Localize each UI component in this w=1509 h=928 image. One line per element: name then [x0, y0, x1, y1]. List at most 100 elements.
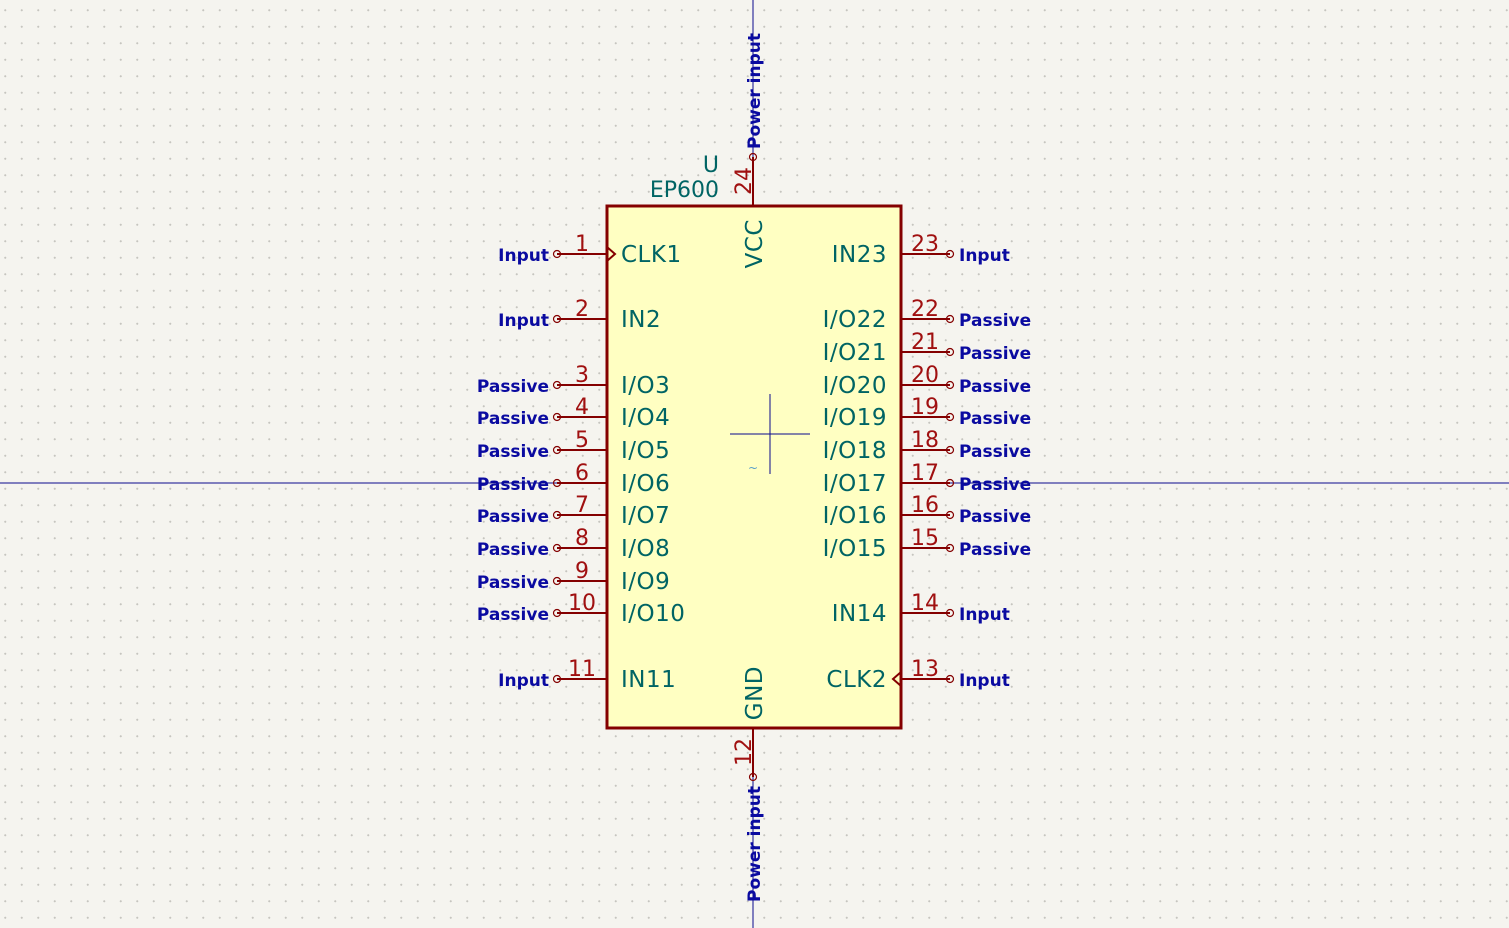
pin-name: I/O15	[823, 536, 887, 562]
pin-name: I/O18	[823, 438, 887, 464]
pin-number: 3	[575, 363, 589, 388]
pin-electrical-type: Input	[959, 246, 1010, 266]
pin-6[interactable]: 6 I/O6 Passive	[477, 461, 670, 497]
pin-number: 17	[911, 461, 939, 486]
pin-name: IN11	[621, 667, 676, 693]
pin-electrical-type: Input	[498, 311, 549, 331]
pin-number: 21	[911, 330, 939, 355]
pin-name: GND	[742, 666, 768, 720]
pin-21[interactable]: 21 I/O21 Passive	[823, 330, 1032, 366]
pin-number: 6	[575, 461, 589, 486]
pin-number: 11	[568, 657, 596, 682]
pin-name: I/O5	[621, 438, 670, 464]
pin-name: IN14	[832, 601, 887, 627]
pin-electrical-type: Passive	[477, 540, 549, 560]
pin-22[interactable]: 22 I/O22 Passive	[823, 297, 1032, 333]
pin-number: 22	[911, 297, 939, 322]
pin-electrical-type: Input	[959, 671, 1010, 691]
clock-marker-icon	[606, 246, 617, 262]
pin-name: I/O10	[621, 601, 685, 627]
pin-name: I/O21	[823, 340, 887, 366]
pin-23[interactable]: 23 IN23 Input	[832, 232, 1010, 268]
pin-electrical-type: Passive	[477, 475, 549, 495]
pin-14[interactable]: 14 IN14 Input	[832, 591, 1010, 627]
pin-3[interactable]: 3 I/O3 Passive	[477, 363, 670, 399]
pin-name: CLK1	[621, 242, 682, 268]
pin-electrical-type: Passive	[959, 442, 1031, 462]
pin-18[interactable]: 18 I/O18 Passive	[823, 428, 1032, 464]
pin-electrical-type: Input	[959, 605, 1010, 625]
pin-7[interactable]: 7 I/O7 Passive	[477, 493, 670, 529]
pin-name: I/O8	[621, 536, 670, 562]
pin-name: I/O22	[823, 307, 887, 333]
pin-electrical-type: Passive	[959, 377, 1031, 397]
pin-number: 16	[911, 493, 939, 518]
pin-number: 19	[911, 395, 939, 420]
pin-electrical-type: Passive	[477, 442, 549, 462]
pin-number: 9	[575, 559, 589, 584]
pin-number: 12	[732, 738, 757, 766]
pin-name: I/O17	[823, 471, 887, 497]
pin-8[interactable]: 8 I/O8 Passive	[477, 526, 670, 562]
pin-number: 15	[911, 526, 939, 551]
pin-4[interactable]: 4 I/O4 Passive	[477, 395, 670, 431]
pin-12[interactable]: 12 GND Power input	[732, 666, 768, 902]
pin-electrical-type: Passive	[477, 377, 549, 397]
clock-marker-icon	[891, 671, 902, 687]
pin-9[interactable]: 9 I/O9 Passive	[477, 559, 670, 595]
pin-number: 24	[732, 167, 757, 195]
pin-number: 14	[911, 591, 939, 616]
pin-name: I/O3	[621, 373, 670, 399]
pin-electrical-type: Passive	[959, 540, 1031, 560]
pin-electrical-type: Passive	[477, 573, 549, 593]
pin-name: IN2	[621, 307, 661, 333]
pin-name: I/O16	[823, 503, 887, 529]
pin-electrical-type: Power input	[745, 33, 765, 149]
pin-number: 13	[911, 657, 939, 682]
pin-number: 10	[568, 591, 596, 616]
pin-17[interactable]: 17 I/O17 Passive	[823, 461, 1032, 497]
pin-name: I/O9	[621, 569, 670, 595]
pin-name: I/O19	[823, 405, 887, 431]
pin-electrical-type: Passive	[477, 605, 549, 625]
pin-24[interactable]: 24 VCC Power input	[732, 33, 768, 268]
pin-electrical-type: Passive	[959, 409, 1031, 429]
pin-electrical-type: Input	[498, 246, 549, 266]
pin-13[interactable]: 13 CLK2 Input	[826, 657, 1009, 693]
pin-1[interactable]: 1 CLK1 Input	[498, 232, 681, 268]
pin-name: I/O7	[621, 503, 670, 529]
pin-16[interactable]: 16 I/O16 Passive	[823, 493, 1032, 529]
pin-2[interactable]: 2 IN2 Input	[498, 297, 661, 333]
pin-name: I/O20	[823, 373, 887, 399]
reference-designator[interactable]: U	[703, 153, 719, 178]
symbol-body[interactable]	[605, 204, 903, 730]
pin-number: 4	[575, 395, 589, 420]
symbol-value[interactable]: EP600	[650, 178, 719, 203]
pin-number: 2	[575, 297, 589, 322]
pin-number: 5	[575, 428, 589, 453]
pin-19[interactable]: 19 I/O19 Passive	[823, 395, 1032, 431]
pin-10[interactable]: 10 I/O10 Passive	[477, 591, 686, 627]
pin-number: 23	[911, 232, 939, 257]
pin-5[interactable]: 5 I/O5 Passive	[477, 428, 670, 464]
pin-number: 20	[911, 363, 939, 388]
pin-11[interactable]: 11 IN11 Input	[498, 657, 676, 693]
pin-number: 1	[575, 232, 589, 257]
pin-name: I/O6	[621, 471, 670, 497]
pin-electrical-type: Power input	[745, 786, 765, 902]
pin-electrical-type: Passive	[477, 507, 549, 527]
pin-electrical-type: Passive	[477, 409, 549, 429]
pin-electrical-type: Passive	[959, 311, 1031, 331]
pin-electrical-type: Passive	[959, 507, 1031, 527]
pin-electrical-type: Input	[498, 671, 549, 691]
pin-name: CLK2	[826, 667, 887, 693]
stray-mark: ~	[748, 461, 758, 475]
pin-name: I/O4	[621, 405, 670, 431]
pin-15[interactable]: 15 I/O15 Passive	[823, 526, 1032, 562]
pin-20[interactable]: 20 I/O20 Passive	[823, 363, 1032, 399]
anchor-crosshair[interactable]	[730, 394, 810, 474]
pin-electrical-type: Passive	[959, 344, 1031, 364]
pin-name: VCC	[742, 219, 768, 268]
